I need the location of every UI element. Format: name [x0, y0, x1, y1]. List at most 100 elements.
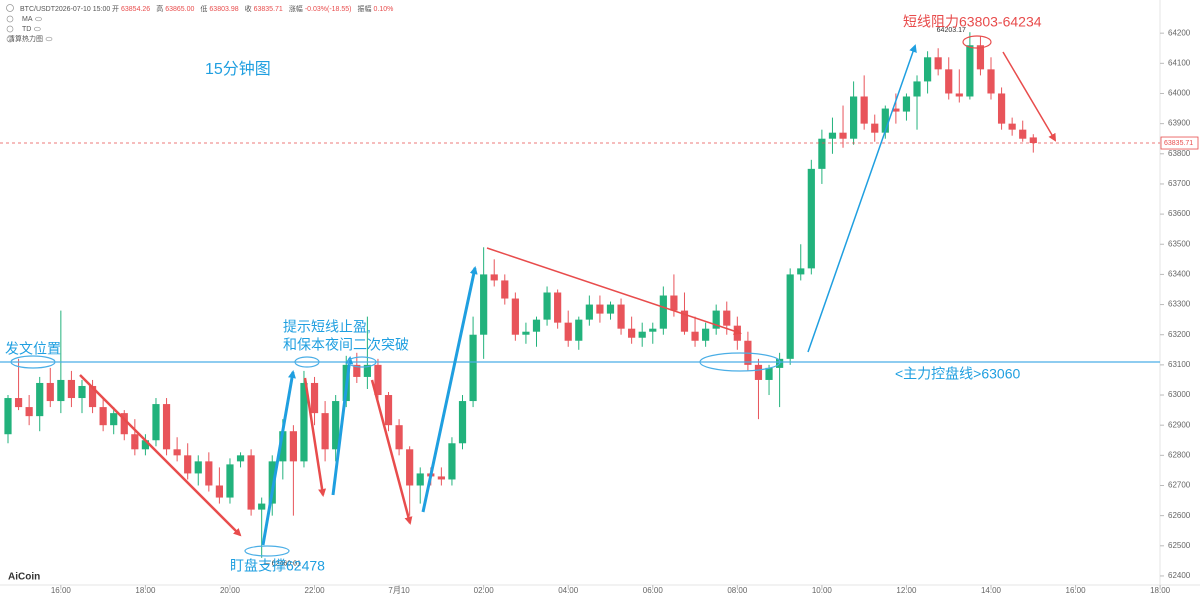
candle-body [173, 449, 181, 456]
arrow [79, 374, 242, 537]
candle-body [850, 96, 858, 139]
x-tick-label: 16:00 [1066, 586, 1087, 595]
candle-body [649, 328, 657, 332]
arrow [261, 370, 296, 546]
red-arrows [79, 51, 1057, 537]
x-tick-label: 08:00 [727, 586, 748, 595]
y-tick-label: 63700 [1168, 179, 1191, 188]
candle-body [923, 57, 932, 82]
candle-body [1008, 123, 1016, 130]
candle-body [406, 449, 414, 486]
indicator: 清算热力图 [8, 34, 43, 43]
x-tick-label: 18:00 [1150, 586, 1171, 595]
candle-body [881, 108, 889, 133]
ellipse [699, 352, 781, 372]
icon [6, 4, 14, 12]
field-label: 高 [156, 4, 163, 13]
y-tick-label: 63800 [1168, 149, 1191, 158]
candle-body [934, 57, 942, 70]
icon [6, 35, 14, 43]
candle-body [522, 331, 530, 335]
candle-body [120, 413, 128, 435]
candle-body [289, 431, 297, 462]
candle-body [902, 96, 911, 112]
candle-body [670, 295, 678, 311]
candle-body [1029, 137, 1037, 144]
x-tick-label: 10:00 [812, 586, 833, 595]
candle-body [25, 407, 33, 417]
annotation: 提示短线止盈, [283, 319, 371, 335]
annotation: 发文位置 [5, 341, 61, 357]
candle-body [110, 413, 118, 426]
candle-body [236, 455, 245, 462]
candle-body [416, 473, 424, 486]
candle-body [839, 132, 847, 139]
time: 2026-07-10 15:00 [55, 6, 110, 13]
candle-body [205, 461, 213, 486]
candle-body [374, 364, 382, 396]
candle-body [67, 379, 76, 399]
candle-body [871, 123, 879, 133]
candle-body [585, 304, 593, 320]
candle-body [99, 407, 107, 426]
candle-body [384, 395, 393, 426]
candle-body [437, 476, 445, 480]
icon [6, 15, 14, 23]
field-label: 收 [245, 4, 252, 13]
field-value: 63835.71 [254, 6, 283, 13]
y-tick-label: 62700 [1168, 481, 1191, 490]
candle-body [532, 319, 541, 332]
candle-body [997, 93, 1006, 124]
candle-body [78, 385, 86, 399]
candle-body [691, 331, 699, 341]
candle-body [353, 364, 361, 377]
y-tick-label: 62800 [1168, 450, 1191, 459]
candle-body [807, 168, 815, 269]
logo: AiCoin [8, 572, 40, 583]
y-tick-label: 64000 [1168, 89, 1191, 98]
candle-body [448, 443, 456, 480]
candle-body [659, 295, 667, 329]
annotation: 短线阻力63803-64234 [903, 14, 1042, 30]
y-tick-label: 63000 [1168, 390, 1191, 399]
icon [6, 25, 14, 33]
x-tick-label: 06:00 [643, 586, 664, 595]
candle-body [892, 108, 900, 112]
y-tick-label: 64100 [1168, 58, 1191, 67]
candle-body [4, 398, 12, 435]
candle-body [194, 461, 202, 474]
candle-body [14, 398, 23, 408]
candle-body [712, 310, 720, 329]
field-label: 低 [200, 4, 207, 13]
candle-body [797, 268, 805, 275]
candle-body [501, 280, 509, 299]
y-tick-label: 64200 [1168, 28, 1191, 37]
candle-body [511, 298, 519, 335]
x-tick-label: 18:00 [135, 586, 156, 595]
x-tick-label: 20:00 [220, 586, 241, 595]
blue-arrows [261, 44, 917, 546]
ellipse [294, 356, 320, 368]
candle-body [1019, 129, 1027, 139]
x-tick-label: 02:00 [474, 586, 495, 595]
candle-body [554, 292, 562, 323]
ellipse [10, 355, 56, 369]
candle-body [955, 93, 963, 97]
candle-body [247, 455, 255, 510]
candle-body [363, 364, 371, 377]
y-tick-label: 63500 [1168, 239, 1191, 248]
field-value: 63854.26 [121, 6, 150, 13]
annotation: 15分钟图 [205, 60, 271, 78]
field-value: 63803.98 [209, 6, 238, 13]
y-tick-label: 62900 [1168, 420, 1191, 429]
x-tick-label: 22:00 [305, 586, 326, 595]
candle-body [268, 461, 276, 504]
arrow [303, 377, 327, 497]
y-tick-label: 62400 [1168, 571, 1191, 580]
candle-body [332, 401, 340, 450]
annotation: 和保本夜间二次突破 [283, 337, 409, 353]
last-price-box [1160, 136, 1199, 150]
candle-body [490, 274, 498, 281]
arrow [486, 247, 742, 335]
y-tick-label: 62600 [1168, 511, 1191, 520]
